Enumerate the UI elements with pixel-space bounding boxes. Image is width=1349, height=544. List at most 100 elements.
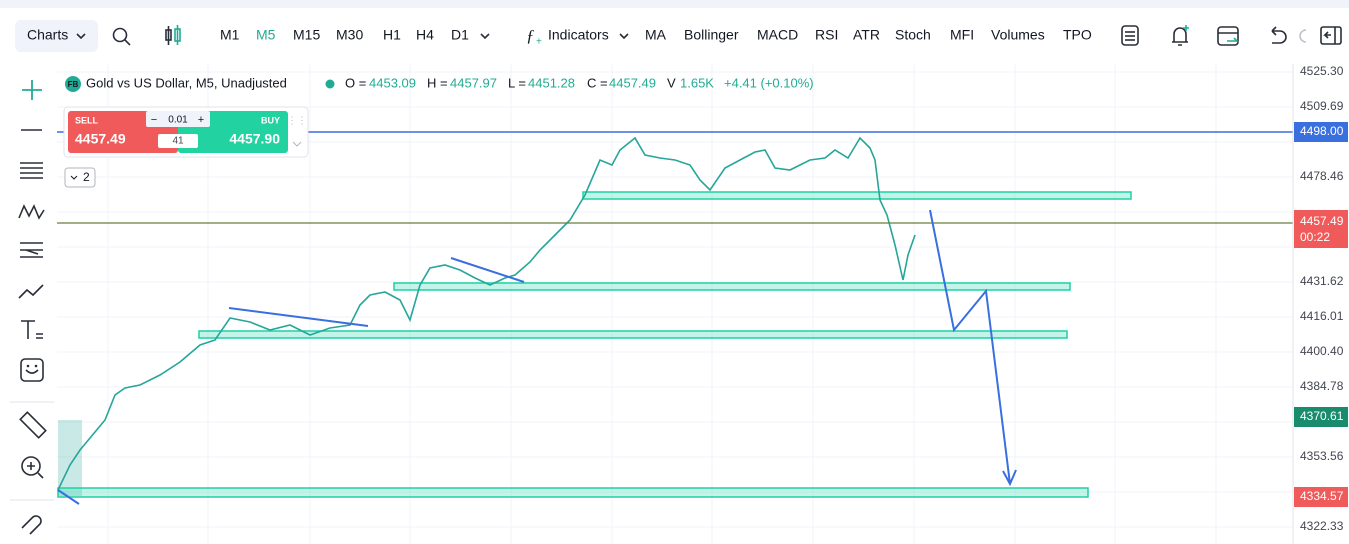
ruler-tool[interactable] — [19, 411, 47, 439]
support-zone[interactable] — [198, 330, 1068, 339]
price-label: 4400.40 — [1300, 344, 1344, 358]
low-value: 4451.28 — [528, 75, 575, 90]
collapse-icon[interactable] — [292, 141, 302, 147]
brush-tool[interactable] — [18, 284, 44, 299]
crosshair-tool[interactable] — [22, 80, 42, 100]
symbol-badge: FB — [68, 80, 79, 89]
fib-tool[interactable] — [20, 162, 43, 179]
buy-label[interactable]: BUY — [261, 115, 280, 125]
drag-handle[interactable]: ⋮⋮ — [287, 116, 307, 127]
support-zone[interactable] — [393, 282, 1071, 291]
indicator[interactable]: ATR — [853, 27, 880, 43]
panel-icon[interactable] — [1320, 26, 1342, 45]
timeframe-active[interactable]: M5 — [256, 27, 276, 43]
left-toolbar — [10, 80, 54, 535]
marker-badge: 4370.61 — [1300, 409, 1344, 423]
quantity-minus[interactable]: − — [151, 114, 157, 126]
close-label: C = — [587, 75, 608, 90]
indicator[interactable]: Bollinger — [684, 27, 739, 43]
toolbar — [0, 8, 1349, 64]
calendar-icon[interactable] — [1217, 26, 1239, 46]
high-label: H = — [427, 75, 448, 90]
line-badge-bg — [1294, 122, 1348, 142]
magnet-tool[interactable] — [21, 515, 42, 535]
grid — [57, 64, 1293, 544]
symbol-name[interactable]: Gold vs US Dollar, M5, Unadjusted — [86, 75, 287, 90]
chart-type-icon[interactable] — [165, 25, 181, 45]
last-price: 4457.49 — [1300, 214, 1344, 228]
target-zone[interactable] — [57, 487, 1089, 498]
fx-icon: ƒ — [526, 26, 535, 45]
timeframe[interactable]: H4 — [416, 27, 434, 43]
volume-value: 1.65K — [680, 75, 714, 90]
indicator[interactable]: Stoch — [895, 27, 931, 43]
close-value: 4457.49 — [609, 75, 656, 90]
quantity-box[interactable] — [146, 111, 210, 127]
timeframe[interactable]: H1 — [383, 27, 401, 43]
marker-badge-bg — [1294, 407, 1348, 427]
indicators-button[interactable]: Indicators — [548, 27, 609, 43]
price-label: 4525.30 — [1300, 64, 1344, 78]
buy-price[interactable]: 4457.90 — [229, 131, 280, 147]
top-strip — [0, 0, 1349, 8]
support-zone[interactable] — [582, 191, 1132, 200]
projection-path[interactable] — [929, 209, 1011, 485]
low-label: L = — [508, 75, 526, 90]
pattern-tool[interactable] — [18, 204, 45, 220]
price-label: 4322.33 — [1300, 519, 1344, 533]
layers-button[interactable] — [64, 167, 96, 188]
last-price-bg — [1294, 210, 1348, 248]
trend-line[interactable] — [57, 489, 80, 505]
indicator[interactable]: MA — [645, 27, 667, 43]
trend-line[interactable] — [228, 307, 369, 327]
indicator[interactable]: MACD — [757, 27, 798, 43]
timeframe[interactable]: M15 — [293, 27, 320, 43]
timeframe[interactable]: M1 — [220, 27, 240, 43]
redo-icon[interactable] — [1299, 29, 1307, 43]
countdown: 00:22 — [1300, 230, 1330, 244]
emoji-tool[interactable] — [20, 358, 44, 382]
charts-label[interactable]: Charts — [27, 27, 68, 43]
price-series — [57, 136, 916, 491]
alert-icon[interactable] — [1172, 25, 1189, 46]
market-status — [325, 79, 335, 89]
sell-price[interactable]: 4457.49 — [75, 131, 126, 147]
more-timeframes[interactable] — [480, 33, 490, 40]
text-tool[interactable] — [21, 320, 43, 339]
open-label: O = — [345, 75, 366, 90]
search-icon[interactable] — [112, 27, 131, 46]
layers-count[interactable]: 2 — [83, 170, 90, 184]
high-value: 4457.97 — [450, 75, 497, 90]
charts-button[interactable] — [15, 20, 98, 52]
indicator[interactable]: Volumes — [991, 27, 1045, 43]
timeframe[interactable]: M30 — [336, 27, 363, 43]
indicator[interactable]: TPO — [1063, 27, 1092, 43]
chevron — [619, 33, 629, 40]
bottom-badge: 4334.57 — [1300, 489, 1344, 503]
price-axis — [1293, 64, 1349, 544]
spread-box — [158, 134, 198, 148]
position-box — [58, 420, 82, 496]
indicator[interactable]: MFI — [950, 27, 974, 43]
price-label: 4478.46 — [1300, 169, 1344, 183]
sell-label[interactable]: SELL — [75, 115, 99, 125]
chevron — [76, 33, 86, 40]
trend-line[interactable] — [450, 257, 525, 283]
price-label: 4384.78 — [1300, 379, 1344, 393]
layout-icon[interactable] — [1121, 25, 1139, 46]
bottom-badge-bg — [1294, 487, 1348, 507]
indicator[interactable]: RSI — [815, 27, 838, 43]
projection-tool[interactable] — [20, 242, 43, 258]
change-value: +4.41 (+0.10%) — [724, 75, 814, 90]
open-value: 4453.09 — [369, 75, 416, 90]
timeframe[interactable]: D1 — [451, 27, 469, 43]
quantity-plus[interactable]: + — [198, 114, 204, 126]
undo-icon[interactable] — [1271, 26, 1287, 44]
price-label: 4431.62 — [1300, 274, 1344, 288]
quantity[interactable]: 0.01 — [168, 115, 188, 126]
zoom-tool[interactable] — [21, 456, 44, 479]
line-badge: 4498.00 — [1300, 124, 1344, 138]
